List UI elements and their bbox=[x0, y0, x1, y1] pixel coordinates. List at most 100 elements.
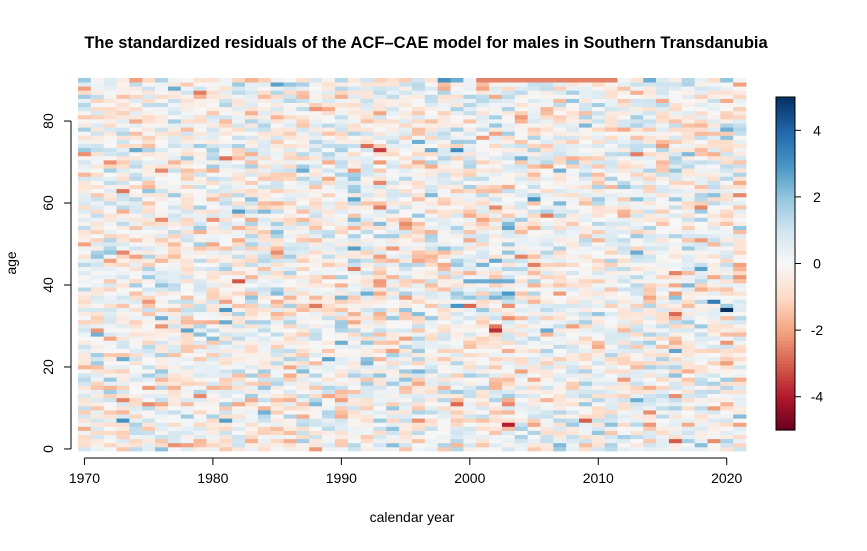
heatmap-cell bbox=[155, 180, 169, 185]
heatmap-cell bbox=[309, 258, 323, 263]
heatmap-cell bbox=[450, 315, 464, 321]
heatmap-cell bbox=[501, 229, 516, 235]
heatmap-cell bbox=[681, 192, 696, 198]
heatmap-cell bbox=[514, 389, 529, 395]
heatmap-cell bbox=[90, 373, 105, 378]
heatmap-cell bbox=[514, 127, 529, 132]
heatmap-cell bbox=[656, 442, 670, 448]
heatmap-cell bbox=[643, 295, 657, 300]
heatmap-cell bbox=[386, 405, 400, 411]
heatmap-cell bbox=[386, 172, 400, 177]
heatmap-cell bbox=[656, 373, 670, 378]
heatmap-cell bbox=[489, 196, 503, 202]
heatmap-cell bbox=[604, 319, 618, 325]
heatmap-cell bbox=[309, 131, 323, 136]
heatmap-cell bbox=[309, 336, 323, 341]
heatmap-cell bbox=[553, 192, 567, 198]
heatmap-cell bbox=[656, 180, 670, 185]
heatmap-cell bbox=[720, 422, 734, 427]
heatmap-cell bbox=[232, 430, 246, 436]
heatmap-cell bbox=[245, 393, 259, 399]
heatmap-cell bbox=[206, 323, 220, 329]
heatmap-cell bbox=[733, 192, 747, 198]
heatmap-cell bbox=[245, 225, 259, 231]
heatmap-cell bbox=[630, 295, 644, 300]
heatmap-cell bbox=[617, 164, 631, 169]
heatmap-cell bbox=[668, 94, 683, 99]
heatmap-cell bbox=[733, 315, 747, 321]
heatmap-cell bbox=[437, 369, 451, 374]
heatmap-cell bbox=[617, 323, 631, 329]
heatmap-cell bbox=[167, 311, 182, 317]
heatmap-cell bbox=[450, 176, 464, 181]
heatmap-cell bbox=[360, 360, 374, 366]
heatmap-cell bbox=[643, 94, 657, 99]
heatmap-cell bbox=[232, 159, 246, 165]
heatmap-cell bbox=[245, 323, 259, 329]
heatmap-cell bbox=[399, 147, 413, 153]
heatmap-cell bbox=[257, 180, 272, 185]
heatmap-cell bbox=[360, 176, 374, 181]
heatmap-cell bbox=[720, 287, 734, 292]
heatmap-cell bbox=[733, 410, 747, 415]
heatmap-cell bbox=[643, 139, 657, 144]
heatmap-cell bbox=[193, 102, 207, 108]
heatmap-cell bbox=[167, 168, 182, 173]
heatmap-cell bbox=[78, 328, 92, 333]
heatmap-cell bbox=[437, 123, 451, 128]
heatmap-cell bbox=[450, 262, 464, 267]
heatmap-cell bbox=[155, 381, 169, 386]
heatmap-cell bbox=[501, 422, 516, 427]
heatmap-cell bbox=[232, 319, 246, 325]
heatmap-cell bbox=[514, 209, 529, 214]
heatmap-cell bbox=[630, 344, 644, 349]
heatmap-cell bbox=[116, 315, 130, 321]
heatmap-cell bbox=[219, 139, 233, 144]
heatmap-cell bbox=[707, 131, 721, 136]
heatmap-cell bbox=[180, 410, 195, 415]
heatmap-cell bbox=[566, 102, 580, 108]
heatmap-cell bbox=[360, 258, 374, 263]
heatmap-cell bbox=[656, 319, 670, 325]
heatmap-cell bbox=[219, 295, 233, 300]
heatmap-cell bbox=[450, 282, 464, 288]
heatmap-cell bbox=[386, 127, 400, 132]
heatmap-cell bbox=[566, 414, 580, 419]
heatmap-cell bbox=[309, 418, 323, 423]
heatmap-cell bbox=[720, 139, 734, 144]
heatmap-cell bbox=[681, 200, 696, 206]
heatmap-cell bbox=[245, 352, 259, 358]
heatmap-cell bbox=[232, 102, 246, 108]
heatmap-cell bbox=[463, 336, 477, 341]
heatmap-cell bbox=[193, 319, 207, 325]
heatmap-cell bbox=[180, 418, 195, 423]
heatmap-cell bbox=[167, 307, 182, 313]
heatmap-cell bbox=[360, 307, 374, 313]
heatmap-cell bbox=[257, 237, 272, 243]
heatmap-cell bbox=[116, 241, 130, 247]
heatmap-cell bbox=[566, 442, 580, 448]
heatmap-cell bbox=[360, 278, 374, 284]
heatmap-cell bbox=[129, 348, 143, 354]
heatmap-cell bbox=[540, 102, 554, 108]
heatmap-cell bbox=[733, 106, 747, 112]
heatmap-cell bbox=[707, 446, 721, 452]
heatmap-cell bbox=[296, 237, 310, 243]
heatmap-cell bbox=[437, 147, 451, 153]
heatmap-cell bbox=[617, 143, 631, 149]
heatmap-cell bbox=[219, 405, 233, 411]
heatmap-cell bbox=[270, 418, 284, 423]
heatmap-cell bbox=[399, 200, 413, 206]
heatmap-cell bbox=[296, 106, 310, 112]
heatmap-cell bbox=[591, 94, 606, 99]
heatmap-cell bbox=[206, 159, 220, 165]
heatmap-cell bbox=[103, 287, 117, 292]
heatmap-cell bbox=[733, 176, 747, 181]
heatmap-cell bbox=[245, 151, 259, 157]
heatmap-cell bbox=[116, 373, 130, 378]
heatmap-cell bbox=[656, 405, 670, 411]
heatmap-cell bbox=[193, 143, 207, 149]
heatmap-cell bbox=[90, 401, 105, 407]
heatmap-cell bbox=[707, 422, 721, 427]
heatmap-cell bbox=[656, 241, 670, 247]
